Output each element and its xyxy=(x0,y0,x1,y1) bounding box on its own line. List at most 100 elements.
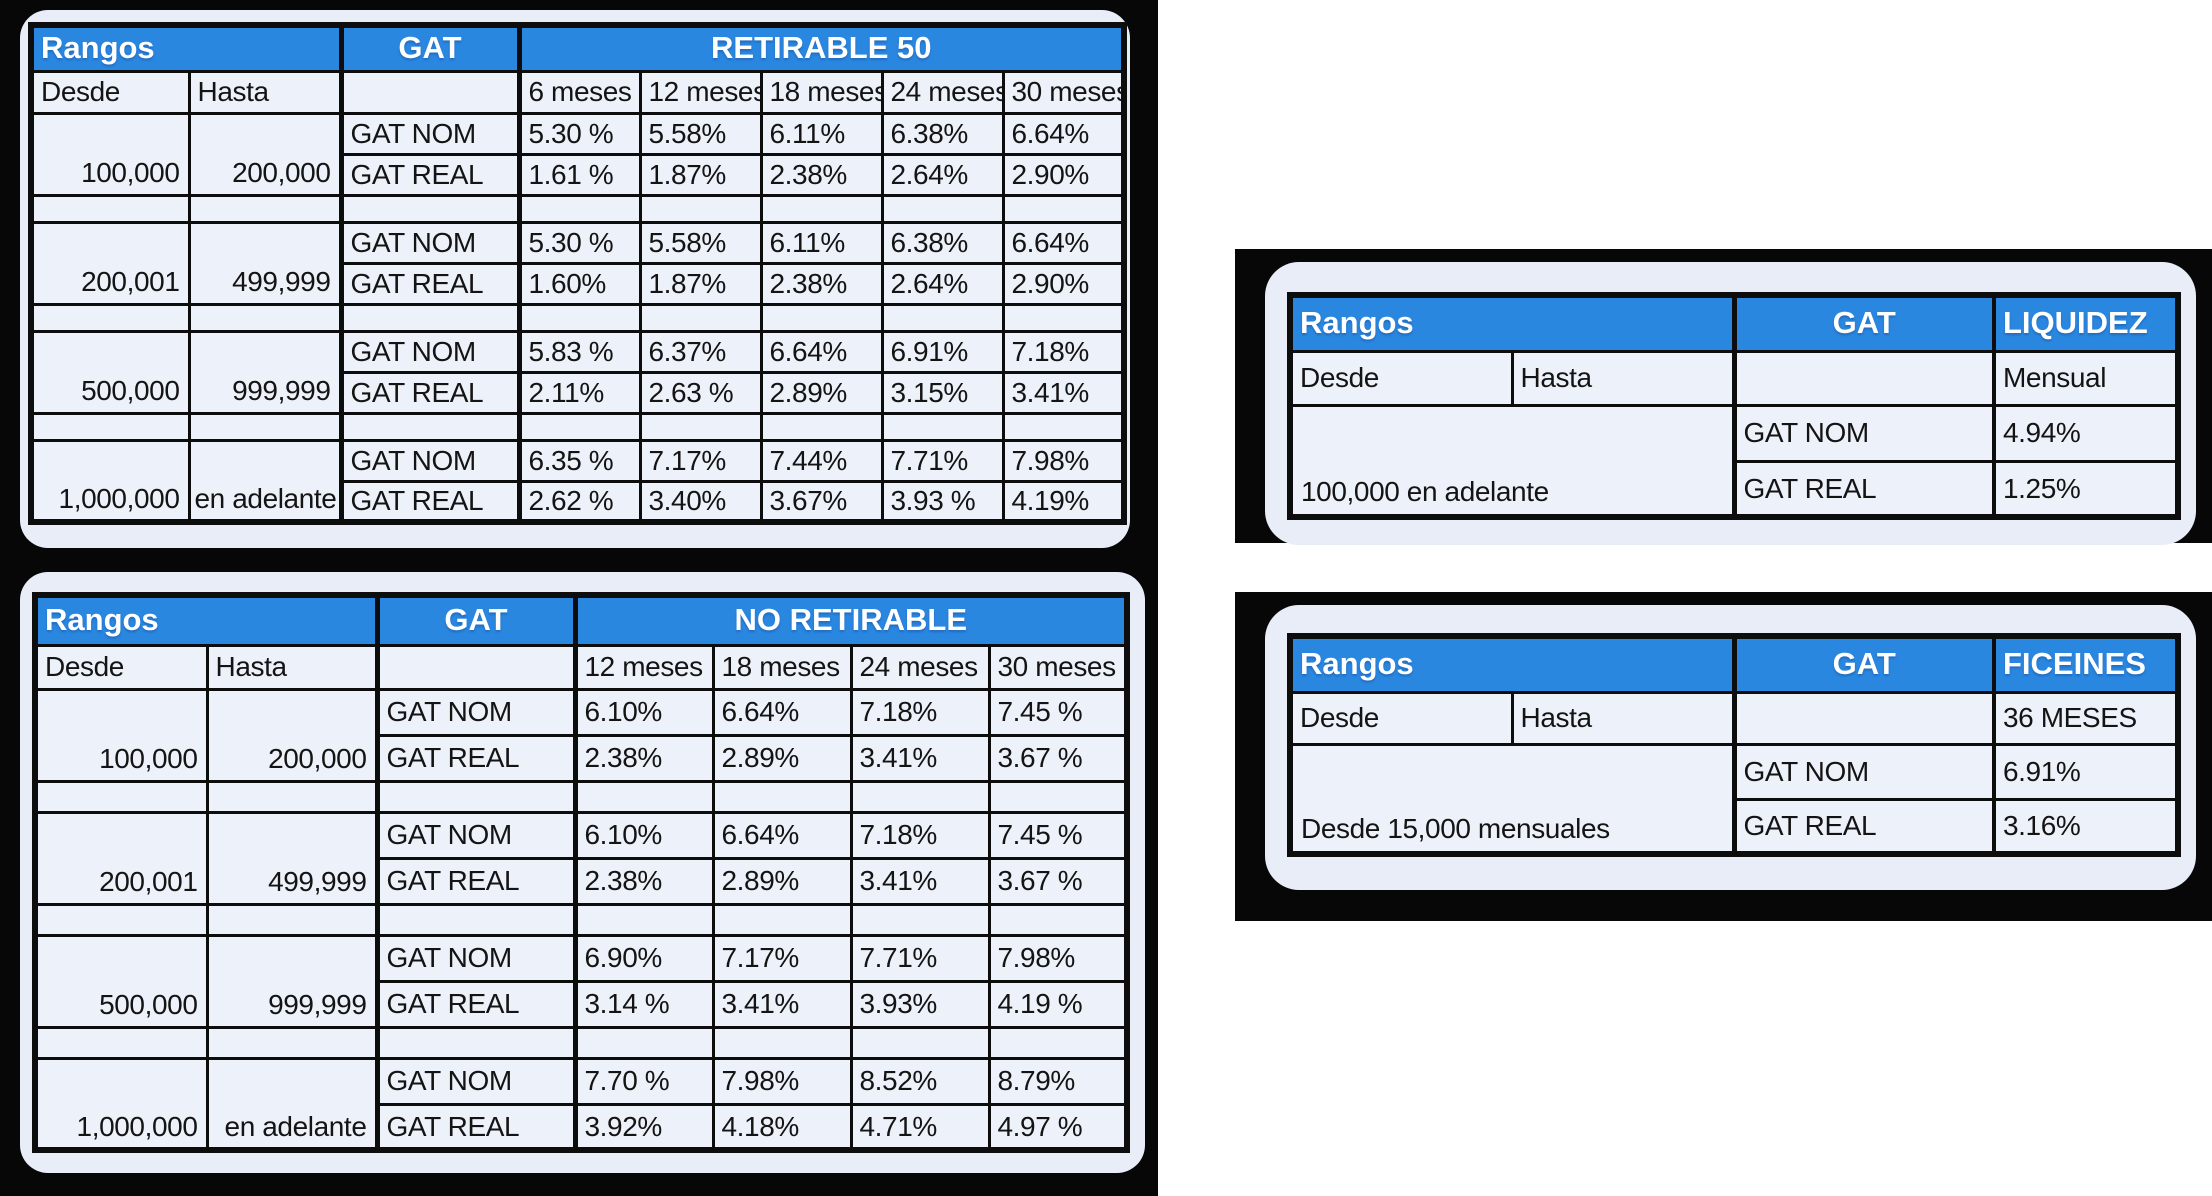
spacer-cell xyxy=(29,302,191,333)
table-row: 100,000 200,000 GAT NOM 5.30 % 5.58% 6.1… xyxy=(29,111,1126,197)
gat-nom-value: 5.58% xyxy=(638,111,763,156)
gat-real-value: 2.89% xyxy=(711,733,853,783)
desde-label: Desde xyxy=(1288,349,1514,407)
gat-real-value: 3.67% xyxy=(759,479,884,524)
liquidez-table: Rangos GAT LIQUIDEZ Desde Hasta Mensual … xyxy=(1287,292,2181,520)
spacer-row xyxy=(33,779,1129,814)
gat-nom-value: 7.98% xyxy=(987,933,1129,983)
spacer-cell xyxy=(33,779,209,814)
gat-nom-value: 6.64% xyxy=(711,810,853,860)
ficeines-header-row: Rangos GAT FICEINES xyxy=(1288,634,2180,694)
retirable50-card: Rangos GAT RETIRABLE 50 Desde Hasta 6 me… xyxy=(20,10,1130,548)
table-row: 500,000 999,999 GAT NOM 6.90% 7.17% 7.71… xyxy=(33,933,1129,1029)
spacer-cell xyxy=(849,902,991,937)
gat-nom-value: 5.30 % xyxy=(516,220,642,265)
table-row: 100,000 en adelante GAT NOM 4.94% xyxy=(1288,403,2180,519)
hasta-value: 999,999 xyxy=(205,933,379,1029)
desde-value: 100,000 xyxy=(33,687,209,783)
hasta-label: Hasta xyxy=(1510,349,1736,407)
hasta-value: 200,000 xyxy=(205,687,379,783)
rangos-header: Rangos xyxy=(1288,634,1736,694)
gat-nom-label: GAT NOM xyxy=(338,438,521,483)
spacer-cell xyxy=(374,902,577,937)
gat-real-value: 2.38% xyxy=(759,261,884,306)
gat-nom-value: 6.64% xyxy=(1001,220,1126,265)
desde-value: 200,001 xyxy=(29,220,191,306)
gat-nom-value: 7.17% xyxy=(638,438,763,483)
gat-nom-label: GAT NOM xyxy=(374,933,577,983)
spacer-cell xyxy=(711,902,853,937)
spacer-cell xyxy=(759,193,884,224)
period-header: Mensual xyxy=(1992,349,2180,407)
month-header: 30 meses xyxy=(987,643,1129,691)
desde-value: 100,000 xyxy=(29,111,191,197)
liquidez-subheader-row: Desde Hasta Mensual xyxy=(1288,349,2180,407)
hasta-label: Hasta xyxy=(205,643,379,691)
spacer-cell xyxy=(187,302,343,333)
month-header: 24 meses xyxy=(849,643,991,691)
gat-real-value: 3.41% xyxy=(849,856,991,906)
gat-nom-value: 7.17% xyxy=(711,933,853,983)
retirable50-subheader-row: Desde Hasta 6 meses 12 meses 18 meses 24… xyxy=(29,69,1126,115)
gat-nom-value: 6.64% xyxy=(759,329,884,374)
gat-nom-value: 5.58% xyxy=(638,220,763,265)
gat-real-value: 2.38% xyxy=(572,856,715,906)
spacer-cell xyxy=(572,779,715,814)
hasta-value: en adelante xyxy=(205,1056,379,1152)
spacer-cell xyxy=(880,193,1005,224)
gat-nom-value: 7.18% xyxy=(849,687,991,737)
spacer-cell xyxy=(374,1025,577,1060)
table-row: GAT REAL 3.16% xyxy=(1290,797,2180,856)
gat-nom-value: 7.18% xyxy=(1001,329,1126,374)
gat-real-value: 3.41% xyxy=(711,979,853,1029)
gat-nom-value: 7.71% xyxy=(849,933,991,983)
gat-real-label: GAT REAL xyxy=(338,261,521,306)
gat-real-value: 2.90% xyxy=(1001,261,1126,306)
gat-real-value: 2.11% xyxy=(516,370,642,415)
gat-real-value: 3.93% xyxy=(849,979,991,1029)
hasta-value: 200,000 xyxy=(187,111,343,197)
desde-value: 500,000 xyxy=(33,933,209,1029)
no-retirable-table: Rangos GAT NO RETIRABLE Desde Hasta 12 m… xyxy=(32,592,1130,1153)
gat-real-value: 1.25% xyxy=(1992,459,2180,519)
gat-real-value: 3.40% xyxy=(638,479,763,524)
spacer-row xyxy=(29,193,1126,224)
spacer-cell xyxy=(711,1025,853,1060)
gat-real-value: 1.60% xyxy=(516,261,642,306)
gat-real-value: 3.67 % xyxy=(987,856,1129,906)
spacer-cell xyxy=(987,902,1129,937)
desde-label: Desde xyxy=(29,69,191,115)
gat-nom-value: 4.94% xyxy=(1992,403,2180,463)
spacer-cell xyxy=(516,411,642,442)
month-header: 24 meses xyxy=(880,69,1005,115)
gat-real-value: 2.64% xyxy=(880,261,1005,306)
empty-gat-cell xyxy=(1731,349,1996,407)
gat-header: GAT xyxy=(1731,634,1996,694)
gat-real-value: 2.38% xyxy=(759,152,884,197)
gat-real-value: 2.89% xyxy=(759,370,884,415)
gat-real-value: 3.92% xyxy=(572,1102,715,1152)
rangos-header: Rangos xyxy=(33,593,379,647)
gat-real-value: 4.71% xyxy=(849,1102,991,1152)
spacer-cell xyxy=(572,1025,715,1060)
gat-real-value: 2.38% xyxy=(572,733,715,783)
month-header: 18 meses xyxy=(759,69,884,115)
desde-label: Desde xyxy=(33,643,209,691)
range-value: Desde 15,000 mensuales xyxy=(1288,742,1736,856)
gat-header: GAT xyxy=(374,593,577,647)
spacer-cell xyxy=(638,411,763,442)
spacer-cell xyxy=(205,779,379,814)
spacer-cell xyxy=(516,302,642,333)
gat-nom-value: 7.71% xyxy=(880,438,1005,483)
spacer-cell xyxy=(638,193,763,224)
gat-nom-value: 6.10% xyxy=(572,687,715,737)
gat-nom-value: 6.91% xyxy=(1992,742,2180,801)
spacer-cell xyxy=(759,302,884,333)
desde-label: Desde xyxy=(1288,690,1514,746)
ficeines-title: FICEINES xyxy=(1992,634,2180,694)
gat-nom-value: 6.10% xyxy=(572,810,715,860)
spacer-cell xyxy=(29,411,191,442)
gat-nom-label: GAT NOM xyxy=(1731,403,1996,463)
hasta-label: Hasta xyxy=(1510,690,1736,746)
